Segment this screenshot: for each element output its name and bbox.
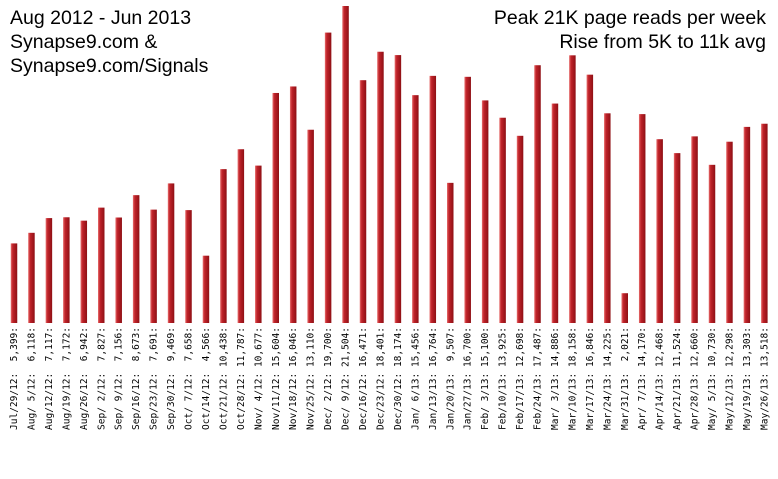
bars-group xyxy=(10,6,768,324)
x-tick-label-9: Sep/30/12: 9,469: xyxy=(166,327,177,430)
x-tick-label-14: Nov/ 4/12: 10,677: xyxy=(253,327,264,430)
x-tick-label-11: Oct/14/12: 4,566: xyxy=(201,327,212,430)
x-tick-label-24: Jan/13/13: 16,764: xyxy=(428,327,439,430)
bar-43 xyxy=(761,123,768,323)
x-tick-label-2: Aug/12/12: 7,117: xyxy=(44,327,55,430)
x-tick-label-16: Nov/18/12: 16,046: xyxy=(288,327,299,430)
x-tick-label-32: Mar/10/13: 18,158: xyxy=(567,327,578,430)
x-tick-label-44: Jun/ 2/13: 11,626: xyxy=(777,327,778,430)
bar-17 xyxy=(307,129,314,323)
x-tick-label-19: Dec/ 9/12: 21,504: xyxy=(341,327,352,430)
bar-35 xyxy=(621,293,628,323)
x-tick-label-10: Oct/ 7/12: 7,658: xyxy=(184,327,195,430)
peak-annotation: Peak 21K page reads per week xyxy=(493,7,766,29)
bar-40 xyxy=(708,164,716,323)
x-tick-label-5: Sep/ 2/12: 7,827: xyxy=(96,327,107,430)
x-tick-label-25: Jan/20/13: 9,507: xyxy=(445,327,456,430)
x-tick-label-23: Jan/ 6/13: 15,456: xyxy=(410,327,421,430)
bar-11 xyxy=(202,255,210,323)
bar-10 xyxy=(185,210,192,323)
bar-5 xyxy=(98,207,105,323)
x-tick-label-22: Dec/30/12: 18,174: xyxy=(393,327,404,430)
x-tick-label-35: Mar/31/13: 2,021: xyxy=(620,327,631,430)
bar-36 xyxy=(638,114,646,323)
x-tick-label-4: Aug/26/12: 6,942: xyxy=(79,327,90,430)
x-tick-label-17: Nov/25/12: 13,110: xyxy=(306,327,317,430)
x-tick-label-1: Aug/ 5/12: 6,118: xyxy=(26,327,37,430)
bar-19 xyxy=(342,6,349,323)
x-tick-label-33: Mar/17/13: 16,846: xyxy=(585,327,596,430)
x-tick-label-0: Jul/29/12: 5,399: xyxy=(9,327,20,430)
chart-subtitle-signals: Synapse9.com/Signals xyxy=(10,55,209,77)
x-tick-label-15: Nov/11/12: 15,604: xyxy=(271,327,282,430)
x-tick-label-27: Feb/ 3/13: 15,100: xyxy=(480,327,491,430)
bar-34 xyxy=(604,113,611,323)
bar-22 xyxy=(394,55,402,324)
x-tick-label-28: Feb/10/13: 13,925: xyxy=(498,327,509,430)
bar-24 xyxy=(429,75,437,324)
x-tick-label-42: May/19/13: 13,303: xyxy=(742,327,753,430)
bar-37 xyxy=(656,139,663,323)
bar-2 xyxy=(45,218,53,323)
x-tick-label-38: Apr/21/13: 11,524: xyxy=(672,327,683,430)
x-tick-label-26: Jan/27/13: 16,700: xyxy=(463,327,474,430)
bar-9 xyxy=(167,183,175,323)
bar-6 xyxy=(115,217,122,323)
chart-title: Aug 2012 - Jun 2013 xyxy=(10,7,192,29)
bar-33 xyxy=(586,74,594,323)
bar-16 xyxy=(289,86,297,324)
x-tick-label-30: Feb/24/13: 17,487: xyxy=(533,327,544,430)
x-tick-label-40: May/ 5/13: 10,730: xyxy=(707,327,718,430)
bar-15 xyxy=(272,92,279,323)
rise-annotation: Rise from 5K to 11k avg xyxy=(559,31,766,53)
x-tick-label-29: Feb/17/13: 12,698: xyxy=(515,327,526,430)
x-tick-label-12: Oct/21/12: 10,438: xyxy=(218,327,229,430)
bar-13 xyxy=(237,149,245,323)
bar-39 xyxy=(691,136,698,323)
x-tick-label-34: Mar/24/13: 14,225: xyxy=(602,327,613,430)
bar-12 xyxy=(220,169,227,323)
bar-29 xyxy=(516,135,524,323)
bar-18 xyxy=(324,32,332,324)
bar-0 xyxy=(10,243,18,323)
bar-7 xyxy=(132,195,140,323)
bar-20 xyxy=(359,80,367,323)
bar-41 xyxy=(726,141,733,323)
x-tick-label-13: Oct/28/12: 11,787: xyxy=(236,327,247,430)
bar-38 xyxy=(673,153,681,323)
bar-23 xyxy=(412,95,419,323)
bar-1 xyxy=(28,232,35,323)
bar-28 xyxy=(499,117,506,323)
bar-31 xyxy=(551,103,559,323)
x-tick-label-43: May/26/13: 13,518: xyxy=(759,327,770,430)
x-tick-label-36: Apr/ 7/13: 14,170: xyxy=(637,327,648,430)
x-tick-label-21: Dec/23/12: 18,401: xyxy=(375,327,386,430)
bar-4 xyxy=(80,220,88,323)
x-tick-label-41: May/12/13: 12,298: xyxy=(724,327,735,430)
x-tick-label-8: Sep/23/12: 7,691: xyxy=(149,327,160,430)
x-tick-label-3: Aug/19/12: 7,172: xyxy=(61,327,72,430)
chart-title-block: Aug 2012 - Jun 2013 Synapse9.com & Synap… xyxy=(10,6,208,78)
bar-42 xyxy=(743,126,751,323)
bar-8 xyxy=(150,209,157,323)
bar-25 xyxy=(447,182,454,323)
tick-labels-group: Jul/29/12: 5,399: Aug/ 5/12: 6,118: Aug/12… xyxy=(9,327,778,430)
bar-32 xyxy=(569,55,576,323)
x-tick-label-7: Sep/16/12: 8,673: xyxy=(131,327,142,430)
chart-subtitle-site: Synapse9.com & xyxy=(10,31,158,53)
x-tick-label-6: Sep/ 9/12: 7,156: xyxy=(114,327,125,430)
bar-3 xyxy=(63,217,70,323)
x-tick-label-39: Apr/28/13: 12,660: xyxy=(690,327,701,430)
bar-26 xyxy=(464,76,471,323)
x-tick-label-20: Dec/16/12: 16,471: xyxy=(358,327,369,430)
bar-27 xyxy=(481,100,489,324)
bar-21 xyxy=(377,51,384,324)
chart-annotation-block: Peak 21K page reads per week Rise from 5… xyxy=(494,6,766,54)
x-tick-label-37: Apr/14/13: 12,468: xyxy=(655,327,666,430)
bar-30 xyxy=(534,65,541,323)
bar-14 xyxy=(255,165,262,323)
x-tick-label-18: Dec/ 2/12: 19,700: xyxy=(323,327,334,430)
x-tick-label-31: Mar/ 3/13: 14,886: xyxy=(550,327,561,430)
